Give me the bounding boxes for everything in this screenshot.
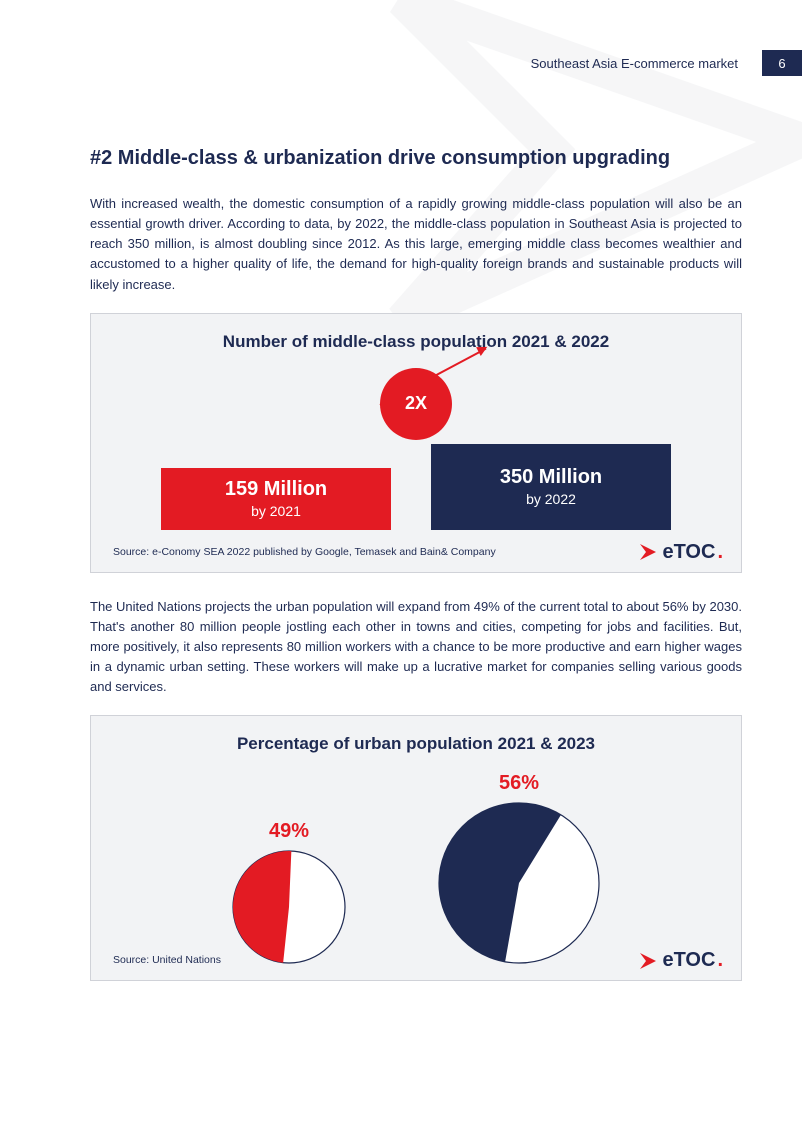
pie-1: 56%	[437, 772, 601, 970]
bar-value: 350 Million	[431, 466, 671, 489]
etoc-text: eTOC	[662, 541, 715, 564]
chart1-title: Number of middle-class population 2021 &…	[113, 332, 719, 352]
bar-value: 159 Million	[161, 478, 391, 501]
bar-group: 159 Million by 2021 350 Million by 2022	[113, 444, 719, 530]
intro-paragraph-2: The United Nations projects the urban po…	[90, 597, 742, 698]
chart1-body: 2X 159 Million by 2021 350 Million by 2022	[113, 360, 719, 530]
pie-0: 49%	[231, 820, 347, 970]
etoc-dot: .	[717, 949, 723, 972]
urban-population-chart-panel: Percentage of urban population 2021 & 20…	[90, 715, 742, 981]
pie-svg	[437, 801, 601, 965]
bar-sub: by 2021	[161, 503, 391, 519]
etoc-logo: eTOC.	[638, 949, 723, 972]
bar-1: 350 Million by 2022	[431, 444, 671, 530]
etoc-arrow-icon	[638, 950, 660, 972]
bar-sub: by 2022	[431, 491, 671, 507]
pie-label: 56%	[437, 772, 601, 795]
pie-group: 49% 56%	[113, 772, 719, 970]
middle-class-chart-panel: Number of middle-class population 2021 &…	[90, 313, 742, 573]
header-title: Southeast Asia E-commerce market	[531, 56, 738, 71]
page-header: Southeast Asia E-commerce market 6	[531, 50, 802, 76]
main-content: #2 Middle-class & urbanization drive con…	[90, 145, 742, 1005]
page-number: 6	[778, 56, 785, 71]
chart2-title: Percentage of urban population 2021 & 20…	[113, 734, 719, 754]
pie-svg	[231, 849, 347, 965]
multiplier-circle: 2X	[380, 368, 452, 440]
section-heading: #2 Middle-class & urbanization drive con…	[90, 145, 742, 172]
chart2-source: Source: United Nations	[113, 954, 221, 966]
multiplier-text: 2X	[405, 393, 427, 414]
etoc-text: eTOC	[662, 949, 715, 972]
intro-paragraph-1: With increased wealth, the domestic cons…	[90, 194, 742, 295]
etoc-arrow-icon	[638, 541, 660, 563]
pie-label: 49%	[231, 820, 347, 843]
etoc-dot: .	[717, 541, 723, 564]
chart1-source: Source: e-Conomy SEA 2022 published by G…	[113, 546, 496, 558]
page-number-badge: 6	[762, 50, 802, 76]
etoc-logo: eTOC.	[638, 541, 723, 564]
bar-0: 159 Million by 2021	[161, 468, 391, 530]
